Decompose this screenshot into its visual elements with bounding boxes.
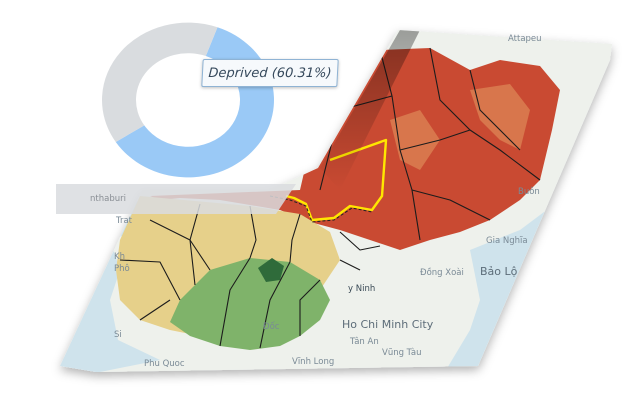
deprivation-lowest-patch <box>258 258 284 282</box>
place-label-buon: Buôn <box>518 187 540 197</box>
place-label-phu-quoc: Phu Quoc <box>144 359 185 369</box>
place-label-trat: Trat <box>116 216 132 226</box>
place-label-vung-tau: Vũng Tàu <box>382 348 422 358</box>
card-edge-shade <box>320 30 420 190</box>
place-label-pho: Phô <box>114 264 130 274</box>
place-label-dong-xoai: Đồng Xoài <box>420 268 464 278</box>
place-label-nonthaburi: nthaburi <box>90 194 126 204</box>
overlay-band <box>56 184 296 214</box>
deprivation-low-region <box>170 258 330 350</box>
place-label-doc: Đốc <box>263 322 280 332</box>
place-label-gia-nghia: Gia Nghĩa <box>486 236 528 246</box>
donut-tooltip: Deprived (60.31%) <box>201 59 339 87</box>
place-label-kh: Kh <box>114 252 125 262</box>
deprivation-donut-chart[interactable] <box>101 22 275 178</box>
place-label-si: Si <box>114 330 122 340</box>
place-label-tay-ninh: y Ninh <box>348 284 376 294</box>
place-label-hcmc: Ho Chi Minh City <box>342 318 434 331</box>
selected-province-outline[interactable] <box>285 138 388 222</box>
place-label-tan-an: Tân An <box>350 337 379 347</box>
place-label-attapeu: Attapeu <box>508 34 542 44</box>
donut-segment-other[interactable] <box>101 22 218 142</box>
place-label-vinh-long: Vĩnh Long <box>292 357 335 367</box>
place-label-bao-loc: Bảo Lộ <box>480 265 518 278</box>
border-dashed <box>269 195 373 223</box>
deprivation-mid-patches <box>390 84 530 170</box>
